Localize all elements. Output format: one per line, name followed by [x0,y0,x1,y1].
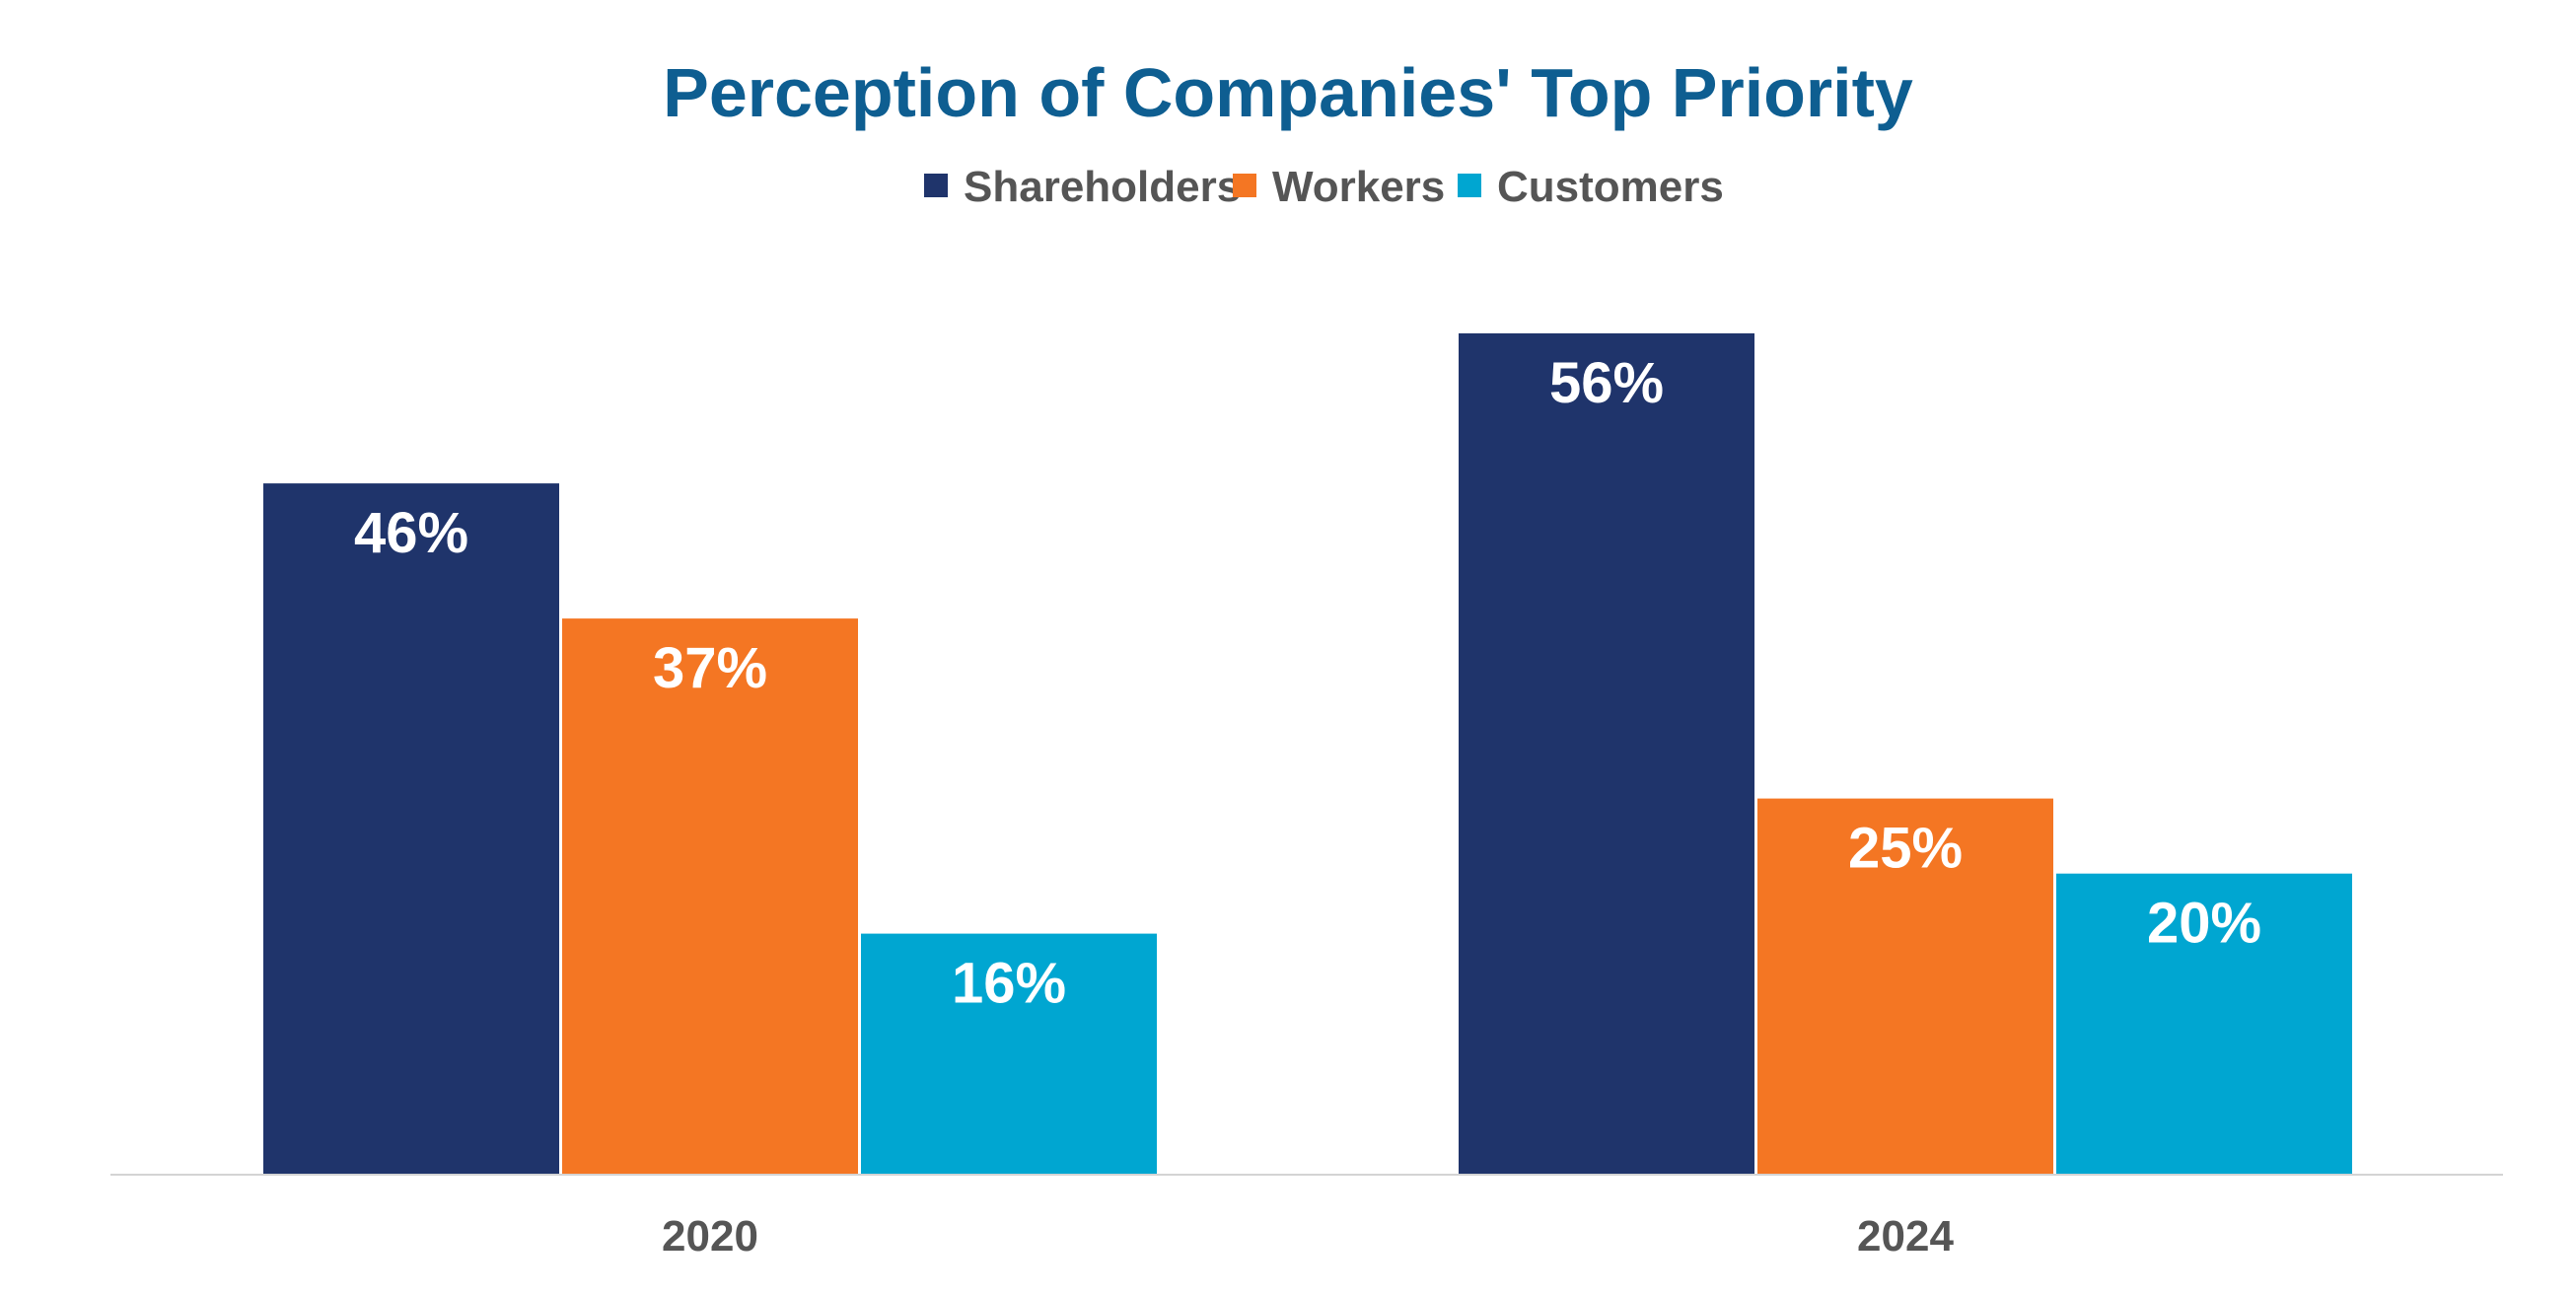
data-label-customers-2024: 20% [2147,892,2261,956]
data-label-workers-2024: 25% [1848,817,1963,881]
legend-swatch-customers [1458,174,1481,197]
bar-shareholders-2020 [263,483,559,1175]
value-labels-group: 46% 37% 16% 56% 25% 20% [354,351,2261,1016]
bar-workers-2020 [562,618,858,1174]
x-tick-label-2020: 2020 [662,1212,758,1261]
legend-swatch-shareholders [924,174,948,197]
legend-label-workers: Workers [1272,163,1445,211]
legend-label-customers: Customers [1497,163,1724,211]
data-label-customers-2020: 16% [952,952,1066,1016]
legend-label-shareholders: Shareholders [964,163,1241,211]
bars-group [263,333,2352,1175]
chart-title: Perception of Companies' Top Priority [663,54,1913,131]
bar-workers-2024 [1757,798,2053,1174]
bar-customers-2020 [861,933,1157,1174]
bar-shareholders-2024 [1459,333,1754,1174]
bar-customers-2024 [2056,873,2352,1174]
data-label-shareholders-2020: 46% [354,501,468,565]
x-tick-label-2024: 2024 [1857,1212,1954,1261]
legend-swatch-workers [1233,174,1256,197]
data-label-workers-2020: 37% [653,636,767,700]
data-label-shareholders-2024: 56% [1549,351,1664,415]
legend: Shareholders Workers Customers [924,163,1724,211]
category-labels-group: 2020 2024 [662,1212,1954,1261]
